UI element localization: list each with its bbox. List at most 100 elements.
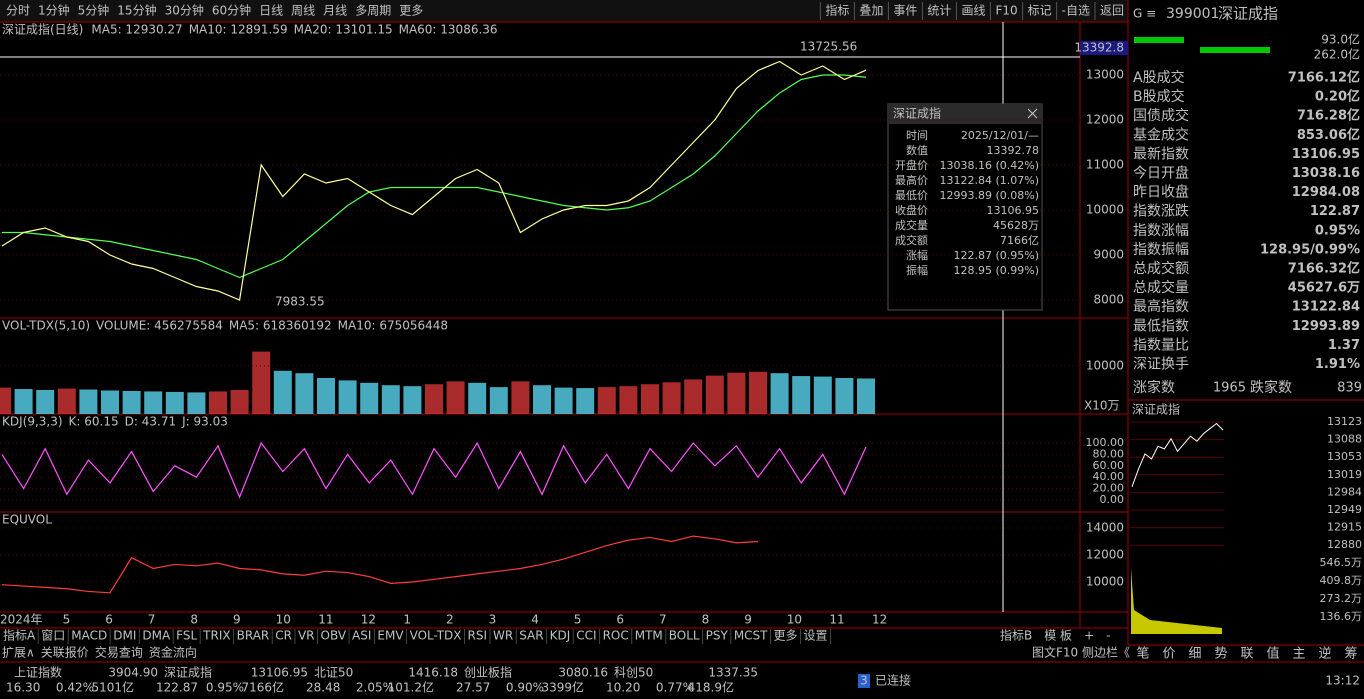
period-tab[interactable]: 60分钟 [212,3,251,18]
ma-label: MA10: 12891.59 [189,23,288,37]
period-tab[interactable]: 月线 [323,4,347,18]
tooltip-key: 开盘价 [895,158,928,172]
mini-tick: 13053 [1327,450,1362,463]
side-tab[interactable]: 势 [1214,646,1227,662]
volume-bar [403,386,422,414]
indicator-tab[interactable]: KDJ [550,629,571,643]
tooltip-key: 成交额 [895,233,928,247]
indicator-tab[interactable]: MCST [734,629,768,643]
tool-button[interactable]: F10 [995,4,1017,18]
indicator-tab[interactable]: WR [493,629,513,643]
side-tab[interactable]: 笔 [1136,646,1149,662]
side-tab[interactable]: 主 [1292,647,1305,662]
time-label: 2 [446,613,454,627]
tool-button[interactable]: -自选 [1062,4,1090,18]
indicator-tab[interactable]: EMV [377,629,404,643]
quote-label: 指数振幅 [1133,242,1189,258]
sub-tab[interactable]: 交易查询 [95,645,143,660]
side-tab[interactable]: 联 [1240,647,1253,662]
sub-tab[interactable]: 侧边栏《 [1082,645,1130,660]
tooltip-value: 13392.78 [987,144,1040,157]
tool-button[interactable]: 统计 [927,4,951,18]
quote-label: 指数量比 [1133,337,1189,353]
tool-button[interactable]: 标记 [1028,4,1052,18]
indicator-tab[interactable]: 指标A [3,628,36,643]
indicator-tab[interactable]: ROC [603,629,629,643]
period-tab[interactable]: 15分钟 [117,3,156,18]
tool-button[interactable]: 画线 [961,4,985,18]
indicator-tab[interactable]: 更多 [774,629,798,643]
volume-bar [252,351,271,414]
close-icon[interactable] [1027,108,1038,119]
mini-tick: 12915 [1327,521,1362,534]
period-tab[interactable]: 30分钟 [165,3,204,18]
quote-label: A股成交 [1133,69,1185,86]
quote-label: 指数涨幅 [1133,223,1189,239]
mini-volume [1131,568,1222,634]
indicator-tab[interactable]: MTM [635,629,663,643]
period-tab[interactable]: 周线 [291,4,315,18]
indicator-tab[interactable]: VR [298,629,315,643]
quote-value: 7166.32亿 [1288,261,1360,277]
indicator-tab[interactable]: 设置 [804,629,828,643]
side-tab[interactable]: 筹 [1344,646,1357,662]
time-label: 10 [787,613,802,627]
indicator-tab[interactable]: BRAR [237,629,270,643]
period-tab[interactable]: 1分钟 [38,3,70,18]
indicator-tab[interactable]: MACD [71,629,107,643]
quote-value: 13106.95 [1292,147,1360,162]
tooltip-title: 深证成指 [893,106,941,121]
indicator-tab[interactable]: VOL-TDX [410,629,462,643]
tooltip-value: 7166亿 [1000,234,1039,247]
time-label: 5 [574,613,582,627]
indicator-tab[interactable]: - [1106,629,1110,643]
side-tab[interactable]: 价 [1162,647,1175,662]
indicator-tab[interactable]: FSL [176,629,197,643]
indicator-tab[interactable]: 窗口 [41,629,65,643]
quote-label: 今日开盘 [1133,165,1189,182]
mini-title: 深证成指 [1132,402,1180,417]
indicator-tab[interactable]: OBV [321,629,347,643]
time-label: 11 [318,613,333,627]
indicator-tab[interactable]: BOLL [669,629,700,643]
volume-bar [641,384,659,414]
indicator-tab[interactable]: RSI [468,629,488,643]
period-tab[interactable]: 5分钟 [78,3,110,18]
indicator-tab[interactable]: DMA [142,629,171,643]
sub-tab[interactable]: 扩展∧ [2,646,35,660]
y-tick-label: 12000 [1086,548,1124,562]
indicator-tab[interactable]: DMI [113,629,136,643]
tool-button[interactable]: 指标 [825,3,849,18]
indicator-tab[interactable]: CCI [576,629,596,643]
indicator-tab[interactable]: PSY [706,629,729,643]
tool-button[interactable]: 事件 [893,4,917,18]
indicator-tab[interactable]: + [1084,629,1094,643]
period-tab[interactable]: 多周期 [355,4,391,18]
tool-button[interactable]: 返回 [1100,4,1124,18]
equvol-label: EQUVOL [2,513,52,527]
volume-label: MA10: 675056448 [338,319,448,333]
indicator-tab[interactable]: SAR [519,629,543,643]
period-tab[interactable]: 分时 [6,4,30,18]
time-label: 6 [616,613,624,627]
quote-value: 0.20亿 [1315,89,1360,105]
sub-tab[interactable]: 图文F10 [1032,645,1078,660]
volume-bar [187,392,206,414]
sub-tab[interactable]: 资金流向 [149,645,197,660]
tooltip-value: 12993.89 (0.08%) [939,189,1039,202]
sub-tab[interactable]: 关联报价 [41,645,89,660]
quote-label: 国债成交 [1133,107,1189,124]
y-tick-label: 10000 [1086,203,1124,217]
side-tab[interactable]: 逆 [1318,646,1331,662]
indicator-tab[interactable]: CR [275,629,292,643]
period-tab[interactable]: 更多 [399,4,423,18]
indicator-tab[interactable]: 指标B [1000,628,1032,643]
tool-button[interactable]: 叠加 [859,4,883,18]
indicator-tab[interactable]: 模 板 [1044,629,1072,643]
side-tab[interactable]: 值 [1266,646,1279,662]
period-tab[interactable]: 日线 [259,4,283,18]
y-tick-label: 60.00 [1093,459,1125,472]
side-tab[interactable]: 细 [1188,647,1201,662]
indicator-tab[interactable]: ASI [352,629,371,643]
indicator-tab[interactable]: TRIX [202,629,230,643]
